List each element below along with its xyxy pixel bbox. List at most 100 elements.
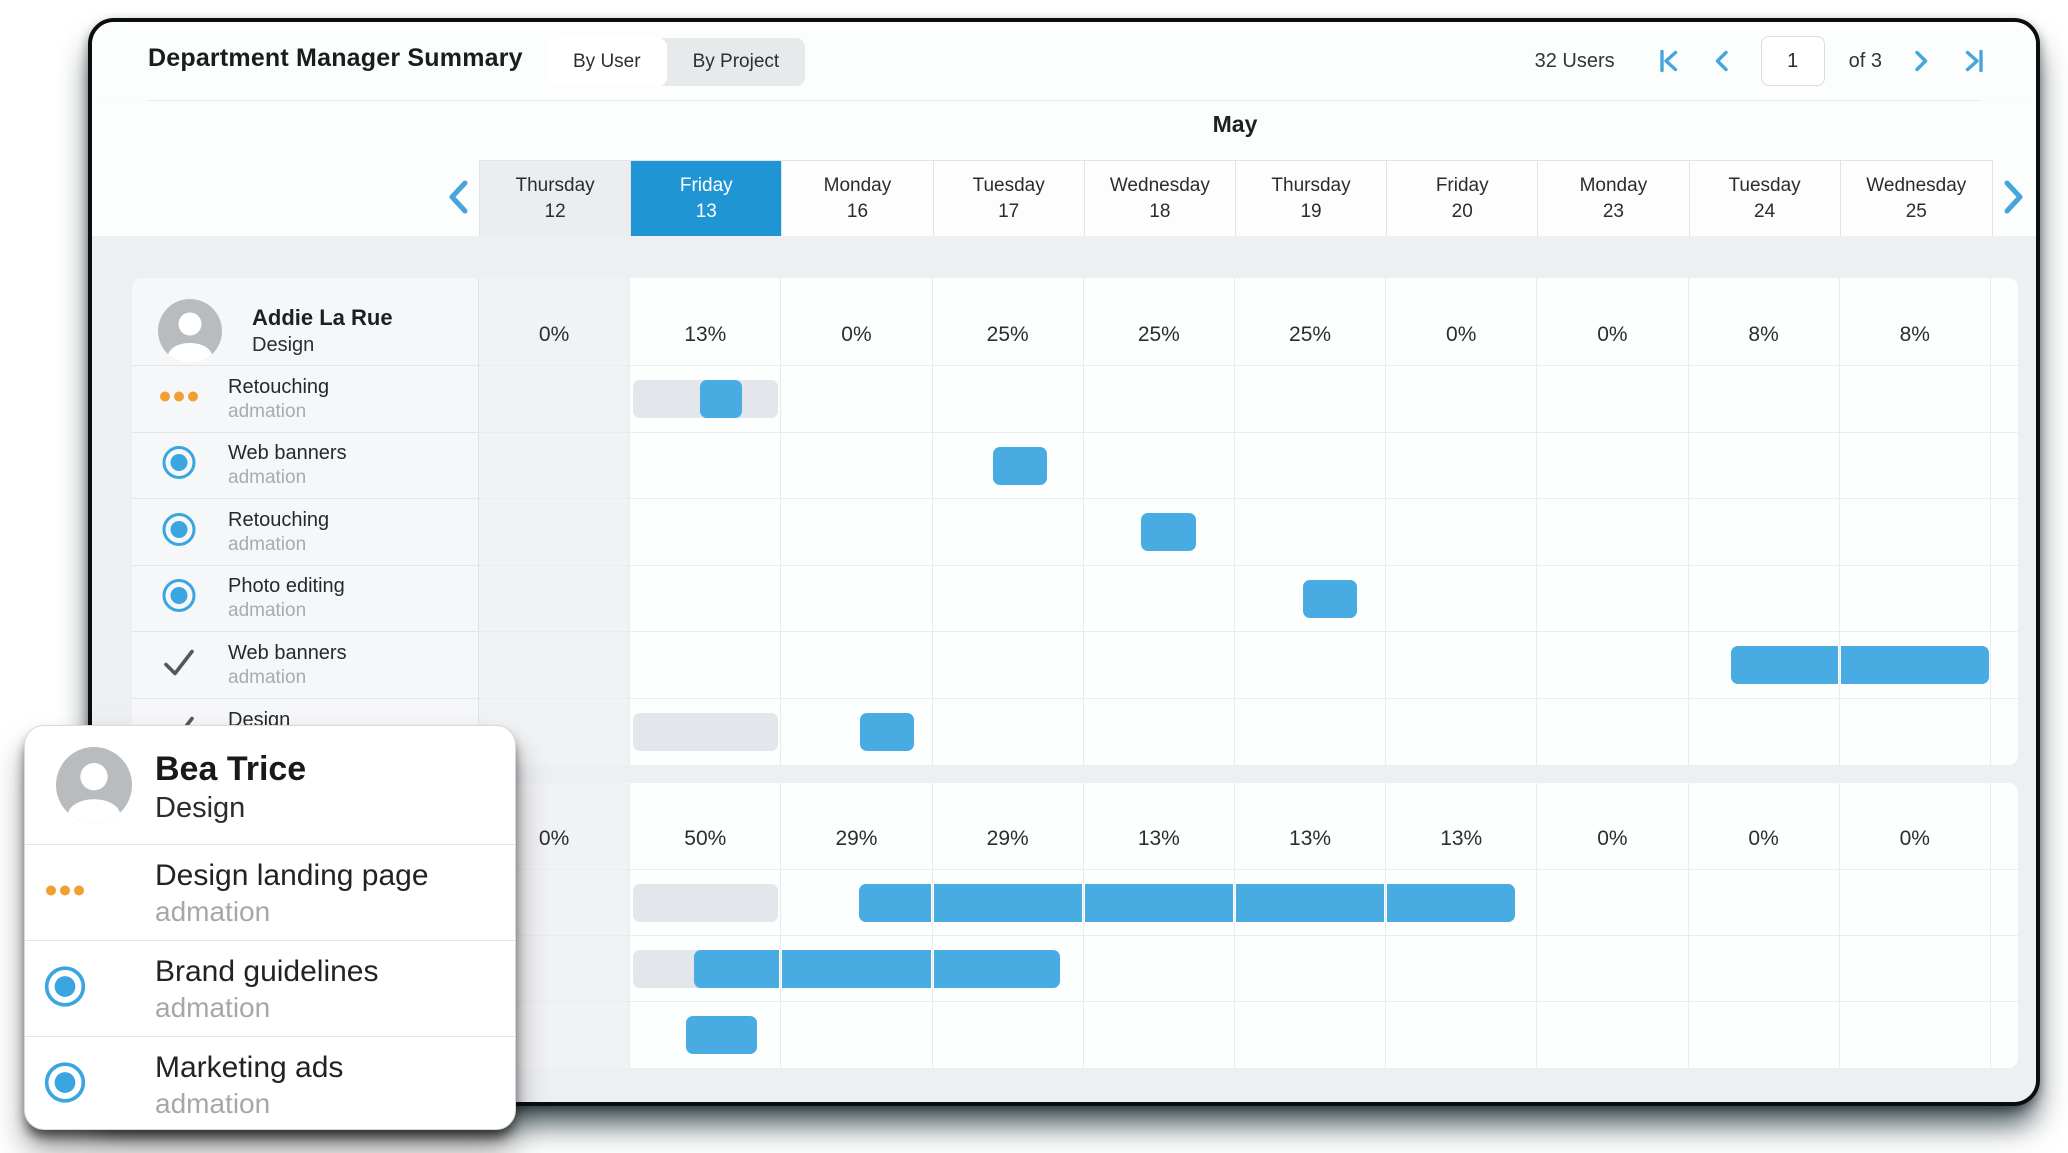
radio-icon xyxy=(161,578,197,619)
popup-task-subtitle: admation xyxy=(155,895,271,927)
task-row[interactable]: Photo editing admation xyxy=(132,565,2018,632)
prev-page-button[interactable] xyxy=(1707,46,1737,76)
percent-cell: 50% xyxy=(630,783,782,870)
task-bar[interactable] xyxy=(633,884,779,922)
popup-task-row[interactable]: Marketing ads admation xyxy=(25,1037,515,1129)
grid-cell xyxy=(1386,936,1538,1002)
dots-icon xyxy=(42,883,88,902)
task-bar[interactable] xyxy=(633,950,706,988)
grid-cell xyxy=(781,499,933,566)
day-cell-friday-20[interactable]: Friday 20 xyxy=(1387,161,1539,236)
grid-pad xyxy=(1990,870,2018,936)
grid-cell xyxy=(1839,565,1991,632)
task-bar[interactable] xyxy=(686,1016,758,1054)
grid-cell xyxy=(479,432,631,499)
percent-cell: 25% xyxy=(1234,278,1387,366)
grid-cell xyxy=(1537,499,1689,566)
grid-cell xyxy=(1234,1002,1387,1068)
task-row[interactable]: Retouching admation xyxy=(132,366,2018,433)
task-bar[interactable] xyxy=(933,884,1082,922)
user-name: Addie La Rue xyxy=(252,305,393,330)
task-label[interactable]: Photo editing admation xyxy=(132,565,479,632)
task-row[interactable]: Web banners admation xyxy=(132,432,2018,499)
grid-pad xyxy=(1990,936,2018,1002)
day-name: Tuesday xyxy=(972,174,1045,196)
task-bar[interactable] xyxy=(1303,579,1358,618)
task-text: Retouching admation xyxy=(228,374,329,424)
day-name: Wednesday xyxy=(1866,174,1967,196)
next-days-button[interactable] xyxy=(1994,177,2032,217)
task-subtitle: admation xyxy=(228,600,307,622)
task-row[interactable]: Web banners admation xyxy=(132,632,2018,699)
grid-cell xyxy=(1386,499,1538,566)
day-name: Tuesday xyxy=(1728,174,1801,196)
person-icon xyxy=(67,763,121,823)
task-text: Web banners admation xyxy=(228,440,347,490)
tab-by-project[interactable]: By Project xyxy=(692,51,780,72)
day-cell-wednesday-18[interactable]: Wednesday 18 xyxy=(1084,161,1236,236)
task-label[interactable]: Retouching admation xyxy=(132,366,479,433)
task-bar[interactable] xyxy=(860,712,915,751)
chevron-left-icon xyxy=(449,180,468,214)
day-cell-monday-23[interactable]: Monday 23 xyxy=(1538,161,1690,236)
percent-cell: 0% xyxy=(1688,783,1840,870)
day-cell-friday-13[interactable]: Friday 13 xyxy=(631,161,783,236)
day-cell-monday-16[interactable]: Monday 16 xyxy=(782,161,934,236)
day-cell-tuesday-24[interactable]: Tuesday 24 xyxy=(1689,161,1841,236)
radio-icon xyxy=(161,445,197,486)
task-icon xyxy=(158,578,200,619)
task-bar[interactable] xyxy=(1084,884,1233,922)
grid-cell xyxy=(1537,698,1689,765)
next-page-button[interactable] xyxy=(1906,46,1936,76)
grid-cell xyxy=(1839,432,1991,499)
grid-cell xyxy=(1839,499,1991,566)
page-input[interactable] xyxy=(1760,36,1825,86)
popup-task-icon xyxy=(42,964,88,1013)
task-bar[interactable] xyxy=(699,380,743,418)
task-row[interactable]: Retouching admation xyxy=(132,499,2018,566)
grid-cell xyxy=(1688,936,1840,1002)
day-cell-wednesday-25[interactable]: Wednesday 25 xyxy=(1840,161,1992,236)
user-dept: Design xyxy=(252,334,315,356)
grid-cell xyxy=(1234,432,1387,499)
task-bar[interactable] xyxy=(858,884,931,922)
grid-cell xyxy=(1386,632,1538,699)
task-bar[interactable] xyxy=(1387,884,1515,922)
percent-cell: 8% xyxy=(1839,278,1991,366)
task-bar[interactable] xyxy=(1730,646,1838,684)
grid-cell xyxy=(781,366,933,433)
task-bar[interactable] xyxy=(782,950,931,988)
task-label[interactable]: Web banners admation xyxy=(132,632,479,699)
task-bar[interactable] xyxy=(933,950,1060,988)
first-page-button[interactable] xyxy=(1653,46,1683,76)
day-number: 25 xyxy=(1905,200,1927,222)
grid-cell xyxy=(1537,870,1689,936)
task-bar[interactable] xyxy=(1840,646,1990,684)
task-bar[interactable] xyxy=(693,950,780,988)
task-label[interactable]: Web banners admation xyxy=(132,432,479,499)
task-label[interactable]: Retouching admation xyxy=(132,499,479,566)
prev-days-button[interactable] xyxy=(440,177,478,217)
last-page-button[interactable] xyxy=(1960,46,1990,76)
header-divider xyxy=(148,100,1980,101)
day-cell-thursday-12[interactable]: Thursday 12 xyxy=(480,161,632,236)
percent-cell: 8% xyxy=(1688,278,1840,366)
popup-task-subtitle: admation xyxy=(155,1087,271,1119)
task-icon xyxy=(158,647,200,682)
user-row[interactable]: Addie La Rue Design xyxy=(132,278,479,366)
task-bar[interactable] xyxy=(1236,884,1385,922)
grid-cell xyxy=(1839,366,1991,433)
app-window: Department Manager Summary By User By Pr… xyxy=(88,18,2040,1106)
task-bar[interactable] xyxy=(633,712,779,751)
tab-by-user[interactable]: By User xyxy=(547,38,667,86)
day-cell-tuesday-17[interactable]: Tuesday 17 xyxy=(933,161,1085,236)
percent-cell: 0% xyxy=(1537,278,1689,366)
grid-cell xyxy=(781,1002,933,1068)
task-bar[interactable] xyxy=(1141,513,1196,551)
popup-task-row[interactable]: Brand guidelines admation xyxy=(25,941,515,1037)
grid-cell xyxy=(1688,698,1840,765)
day-cell-thursday-19[interactable]: Thursday 19 xyxy=(1235,161,1388,236)
task-bar[interactable] xyxy=(993,446,1048,485)
popup-task-row[interactable]: Design landing page admation xyxy=(25,845,515,941)
popup-user-row[interactable]: Bea Trice Design xyxy=(25,726,515,845)
